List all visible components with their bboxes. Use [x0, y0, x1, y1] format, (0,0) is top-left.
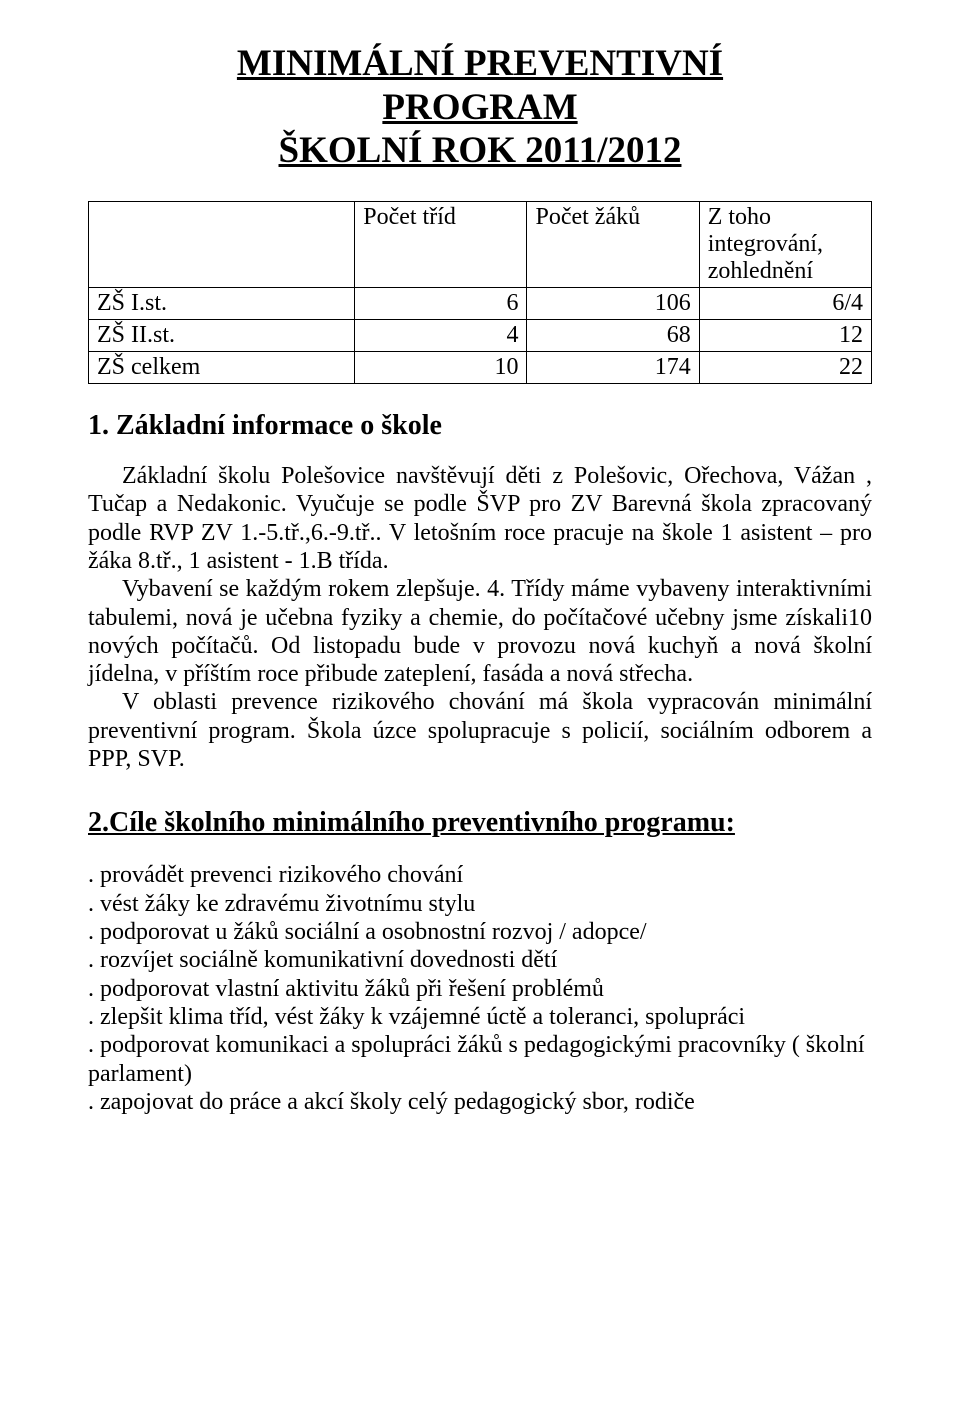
list-item: . zlepšit klima tříd, vést žáky k vzájem… — [88, 1003, 872, 1031]
table-header-blank — [89, 201, 355, 287]
table-cell: 6 — [355, 287, 527, 319]
table-cell: ZŠ I.st. — [89, 287, 355, 319]
table-cell: 174 — [527, 351, 699, 383]
title-line-1: MINIMÁLNÍ PREVENTIVNÍ — [237, 43, 723, 84]
goals-list: . provádět prevenci rizikového chování .… — [88, 861, 872, 1116]
table-cell: 12 — [699, 319, 871, 351]
table-header-classes: Počet tříd — [355, 201, 527, 287]
list-item: . vést žáky ke zdravému životnímu stylu — [88, 890, 872, 918]
section-1-heading: 1. Základní informace o škole — [88, 410, 872, 442]
list-item: . zapojovat do práce a akcí školy celý p… — [88, 1088, 872, 1116]
table-cell: 10 — [355, 351, 527, 383]
body-part-2: Vybavení se každým rokem zlepšuje. 4. Tř… — [88, 576, 872, 687]
list-item: . podporovat vlastní aktivitu žáků při ř… — [88, 975, 872, 1003]
list-item: . provádět prevenci rizikového chování — [88, 861, 872, 889]
table-cell: 106 — [527, 287, 699, 319]
table-row: ZŠ I.st. 6 106 6/4 — [89, 287, 872, 319]
table-header-pupils: Počet žáků — [527, 201, 699, 287]
table-cell: 6/4 — [699, 287, 871, 319]
document-page: MINIMÁLNÍ PREVENTIVNÍ PROGRAM ŠKOLNÍ ROK… — [0, 0, 960, 1420]
list-item: . podporovat u žáků sociální a osobnostn… — [88, 918, 872, 946]
title-line-2: PROGRAM — [382, 87, 577, 128]
table-header-integrated: Z toho integrování, zohlednění — [699, 201, 871, 287]
body-part-1: Základní školu Polešovice navštěvují dět… — [88, 463, 872, 574]
pupil-counts-table: Počet tříd Počet žáků Z toho integrování… — [88, 201, 872, 384]
table-cell: 68 — [527, 319, 699, 351]
section-1-body: Základní školu Polešovice navštěvují dět… — [88, 462, 872, 773]
list-item: . rozvíjet sociálně komunikativní dovedn… — [88, 946, 872, 974]
body-part-3: V oblasti prevence rizikového chování má… — [88, 689, 872, 772]
table-row: ZŠ II.st. 4 68 12 — [89, 319, 872, 351]
table-cell: 4 — [355, 319, 527, 351]
page-title: MINIMÁLNÍ PREVENTIVNÍ PROGRAM ŠKOLNÍ ROK… — [88, 42, 872, 173]
table-cell: ZŠ celkem — [89, 351, 355, 383]
title-line-3: ŠKOLNÍ ROK 2011/2012 — [279, 130, 682, 171]
table-row: ZŠ celkem 10 174 22 — [89, 351, 872, 383]
table-cell: 22 — [699, 351, 871, 383]
table-cell: ZŠ II.st. — [89, 319, 355, 351]
table-header-row: Počet tříd Počet žáků Z toho integrování… — [89, 201, 872, 287]
list-item: . podporovat komunikaci a spolupráci žák… — [88, 1031, 872, 1088]
section-2-heading: 2.Cíle školního minimálního preventivníh… — [88, 807, 872, 839]
